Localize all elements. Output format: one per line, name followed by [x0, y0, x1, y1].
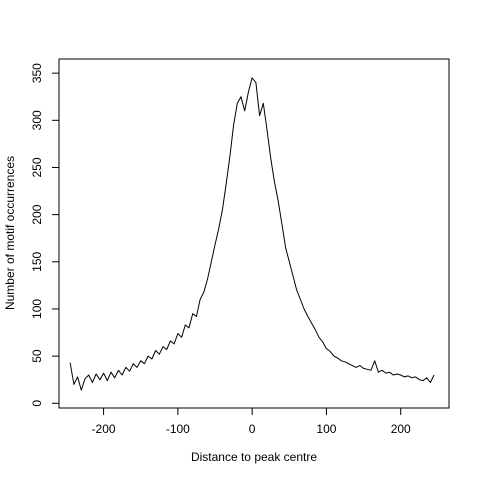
series-layer — [69, 77, 435, 391]
y-axis: 0 50 100 150 200 250 300 350 — [30, 63, 60, 407]
x-tick-label: -200 — [92, 422, 116, 436]
y-tick-label: 100 — [30, 299, 44, 319]
x-tick-label: 0 — [249, 422, 256, 436]
plot-box — [58, 58, 450, 409]
y-tick-label: 350 — [30, 63, 44, 83]
x-tick-label: -100 — [166, 422, 190, 436]
y-axis-title: Number of motif occurrences — [3, 156, 17, 310]
series-line — [69, 77, 435, 391]
y-tick-label: 0 — [30, 400, 44, 407]
y-tick-label: 250 — [30, 157, 44, 177]
y-tick-label: 200 — [30, 204, 44, 224]
x-axis-title: Distance to peak centre — [191, 450, 317, 464]
x-tick-label: 200 — [391, 422, 411, 436]
y-tick-label: 50 — [30, 349, 44, 363]
x-tick-label: 100 — [316, 422, 336, 436]
y-tick-label: 150 — [30, 251, 44, 271]
x-axis: -200 -100 0 100 200 — [92, 407, 411, 436]
y-tick-label: 300 — [30, 110, 44, 130]
